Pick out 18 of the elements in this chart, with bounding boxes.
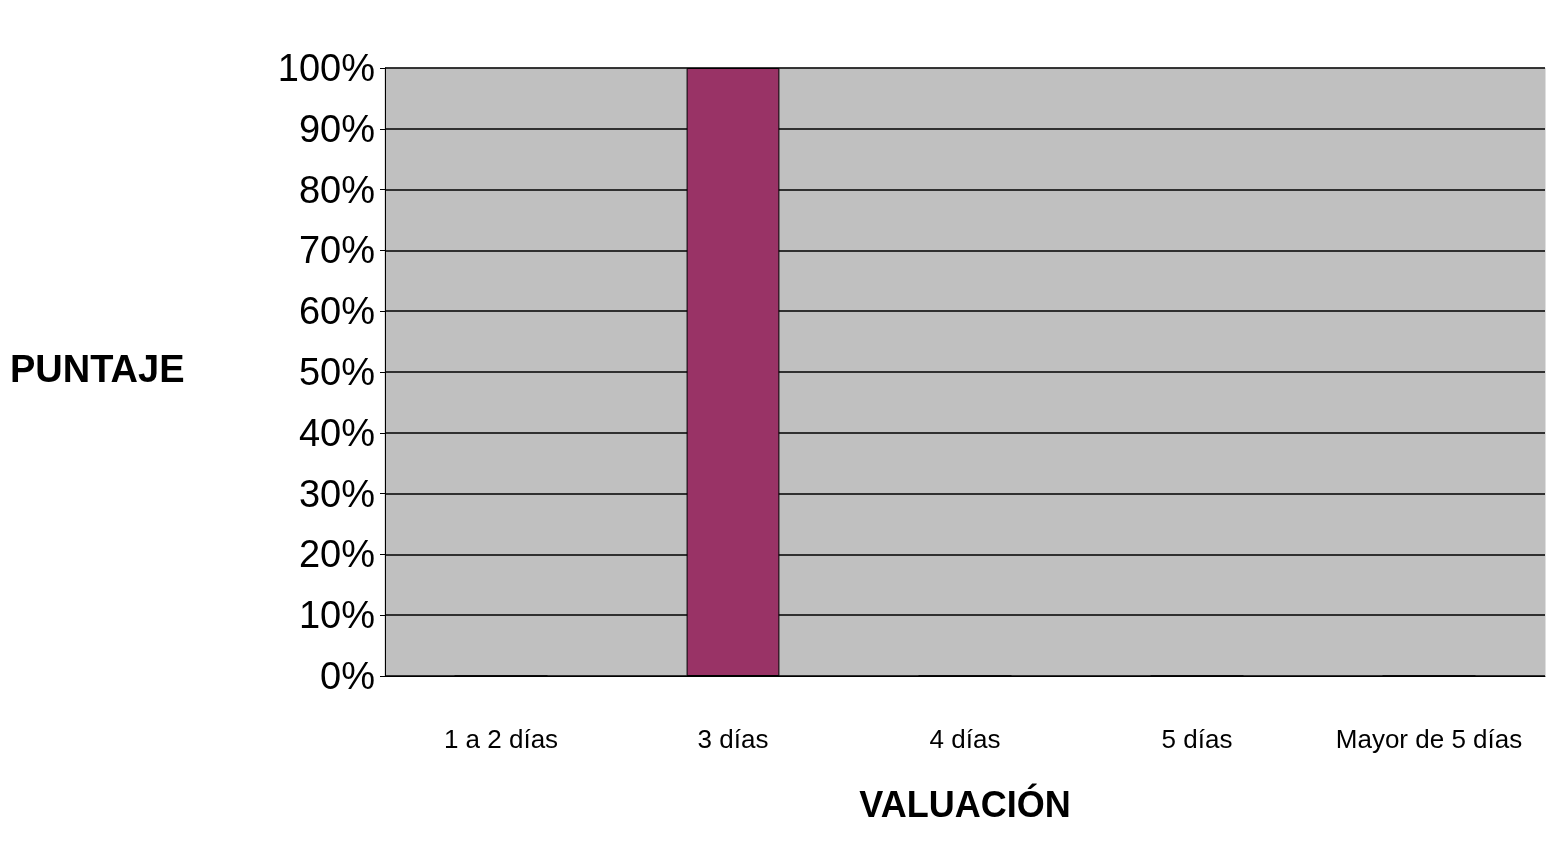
y-tick-label: 70% [298,229,375,272]
x-tick-label: Mayor de 5 días [1335,724,1523,754]
y-tick-label: 40% [298,411,375,454]
y-tick-label: 10% [298,594,375,637]
y-tick-label: 80% [298,168,375,211]
y-tick-label: 0% [320,655,375,697]
y-tick-label: 60% [298,290,375,333]
y-tick-label: 100% [277,47,375,89]
x-tick-label: 5 días [1161,724,1233,754]
x-tick-label: 4 días [929,724,1001,754]
y-tick-label: 20% [298,533,375,576]
y-tick-label: 30% [298,472,375,515]
y-tick-label: 90% [298,107,375,150]
y-tick-label: 50% [298,351,375,393]
x-axis-title: VALUACIÓN [859,782,1071,825]
x-tick-label: 1 a 2 días [443,724,559,754]
x-tick-label: 3 días [697,724,769,754]
y-axis-title: PUNTAJE [10,348,185,390]
